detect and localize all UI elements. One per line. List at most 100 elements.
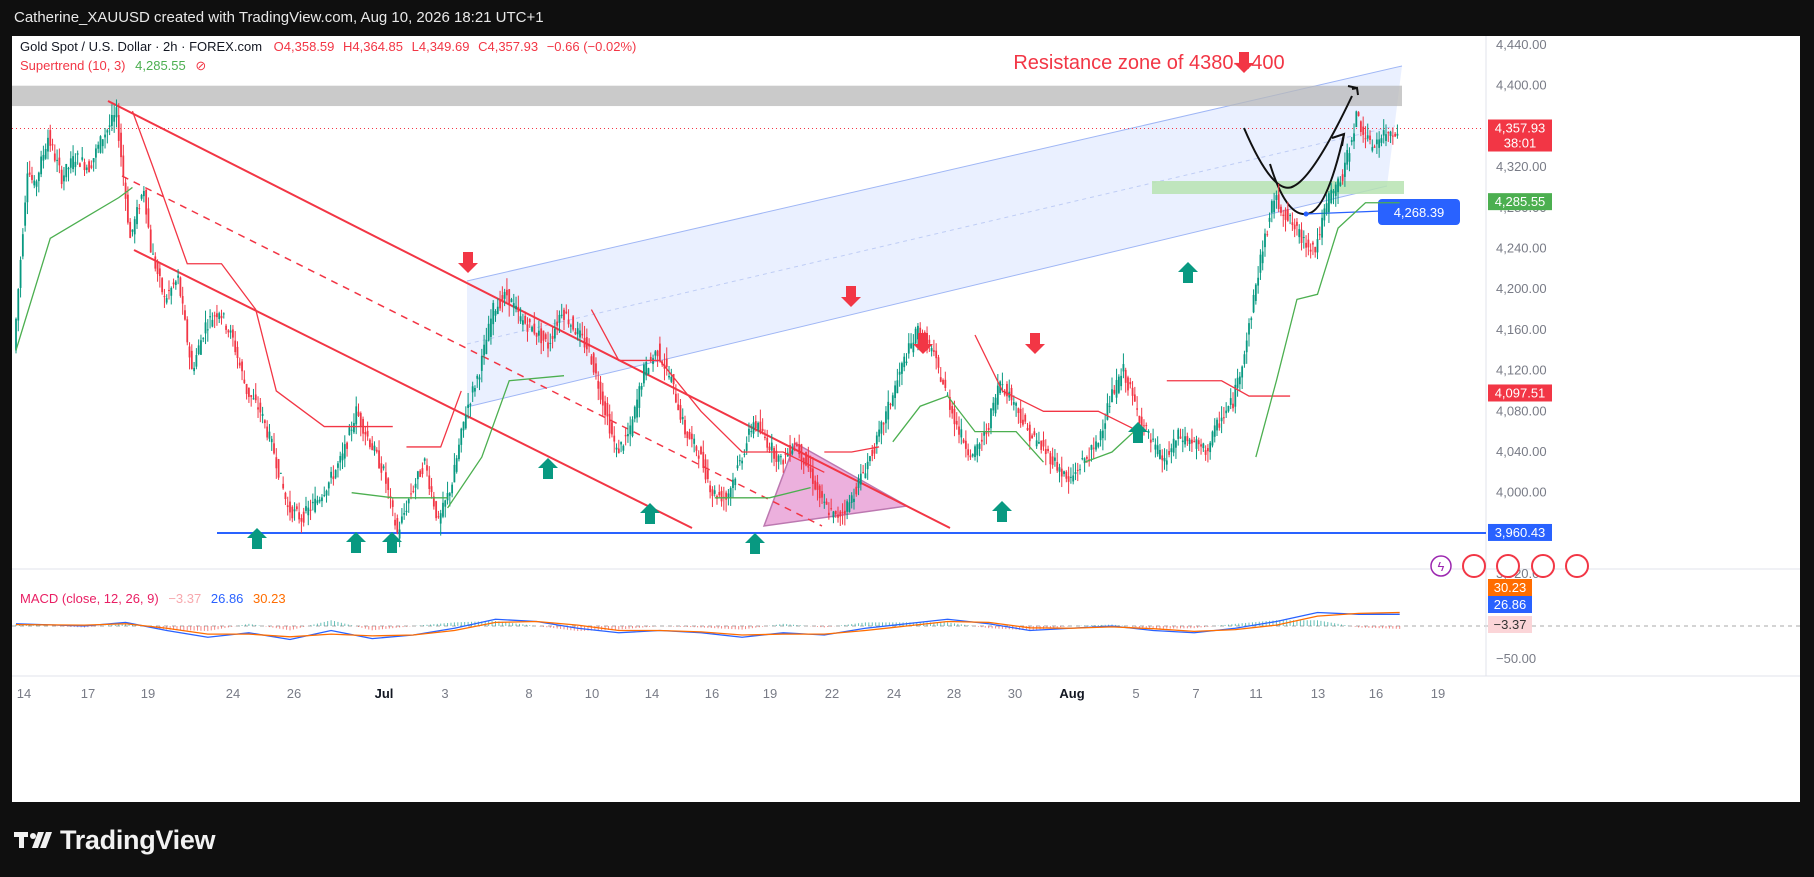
- candle-body: [1229, 398, 1232, 405]
- candle-body: [200, 340, 202, 355]
- candle-body: [659, 343, 661, 361]
- candle-body: [1145, 425, 1148, 427]
- candle-body: [1133, 394, 1136, 402]
- candle-body: [951, 406, 954, 414]
- candle-body: [741, 460, 743, 464]
- candle-body: [732, 479, 734, 488]
- candle-body: [442, 502, 444, 517]
- candle-body: [718, 492, 721, 496]
- candle-body: [1222, 417, 1225, 419]
- candle-body: [72, 156, 74, 170]
- candle-body: [1248, 323, 1250, 335]
- time-tick: 19: [1431, 686, 1445, 701]
- candle-body: [560, 314, 563, 316]
- candle-body: [416, 471, 419, 480]
- candle-body: [163, 296, 166, 298]
- candle-body: [204, 322, 207, 334]
- candle-body: [958, 426, 960, 435]
- price-label: 4,285.55: [1495, 194, 1546, 209]
- candle-body: [766, 437, 769, 448]
- candle-body: [638, 386, 641, 408]
- candle-body: [129, 221, 132, 238]
- candle-body: [412, 490, 415, 492]
- candle-body: [853, 498, 855, 503]
- candle-body: [556, 321, 559, 326]
- candle-body: [697, 455, 700, 459]
- candle-body: [770, 442, 773, 451]
- candle-body: [759, 421, 762, 433]
- candle-body: [1095, 441, 1097, 450]
- economic-events[interactable]: ϟ: [1430, 554, 1589, 578]
- candle-body: [458, 444, 460, 460]
- candle-body: [131, 229, 134, 232]
- candle-body: [1300, 229, 1303, 243]
- price-tick: 4,160.00: [1496, 322, 1547, 337]
- candle-body: [1074, 472, 1077, 475]
- candle-body: [1136, 408, 1139, 410]
- supertrend-line: [1255, 202, 1400, 458]
- price-label-box: [1488, 119, 1552, 152]
- candle-body: [1207, 448, 1209, 452]
- candle-body: [426, 465, 428, 471]
- chart-frame[interactable]: 4,268.39 4,440.004,400.004,360.004,320.0…: [12, 36, 1800, 802]
- candle-body: [202, 338, 205, 340]
- candle-body: [962, 439, 965, 443]
- candle-body: [537, 330, 540, 336]
- candle-body: [334, 470, 337, 478]
- candle-body: [579, 330, 581, 338]
- candle-body: [382, 466, 385, 469]
- downtrend-lower-line: [133, 249, 693, 529]
- candle-body: [120, 132, 122, 158]
- candle-body: [1168, 451, 1170, 455]
- candle-body: [891, 395, 894, 406]
- candle-body: [1264, 233, 1266, 248]
- candle-body: [668, 375, 670, 378]
- candle-body: [887, 401, 890, 420]
- candle-body: [592, 353, 595, 373]
- candle-body: [161, 278, 164, 293]
- forecast-arrowhead-a: [1347, 85, 1359, 96]
- candle-body: [375, 449, 378, 452]
- candle-body: [1033, 431, 1036, 436]
- arrows-layer: [247, 52, 1254, 554]
- candle-body: [1197, 440, 1200, 445]
- candle-body: [711, 489, 714, 496]
- candle-body: [1099, 431, 1102, 441]
- candle-body: [524, 315, 527, 324]
- candle-body: [859, 473, 862, 485]
- price-tick: 4,440.00: [1496, 37, 1547, 52]
- ascending-channel: [467, 66, 1402, 407]
- candle-body: [1339, 182, 1342, 186]
- candle-body: [674, 393, 677, 403]
- candle-body: [211, 319, 214, 327]
- candle-body: [601, 391, 604, 406]
- candle-body: [567, 319, 570, 325]
- candle-body: [1038, 441, 1040, 444]
- candle-body: [193, 367, 195, 372]
- candle-body: [572, 316, 575, 330]
- candle-body: [841, 512, 844, 514]
- candle-body: [1054, 457, 1056, 461]
- candle-body: [647, 368, 650, 375]
- candle-body: [875, 435, 878, 445]
- chart-canvas[interactable]: 4,268.39 4,440.004,400.004,360.004,320.0…: [12, 36, 1800, 802]
- resistance-annotation[interactable]: Resistance zone of 4380-4400: [1013, 52, 1284, 74]
- candle-body: [690, 433, 693, 440]
- candle-body: [768, 446, 771, 451]
- candle-body: [889, 403, 892, 405]
- candle-body: [300, 518, 303, 522]
- time-tick: Aug: [1059, 686, 1084, 701]
- price-tick: 4,040.00: [1496, 444, 1547, 459]
- time-tick: 7: [1192, 686, 1199, 701]
- candle-body: [277, 459, 280, 478]
- up-arrow-icon: [382, 532, 402, 553]
- candle-body: [1156, 445, 1159, 455]
- channel-bottom-line: [466, 185, 1388, 408]
- candle-body: [930, 348, 933, 352]
- candle-body: [126, 194, 129, 223]
- candle-body: [1209, 442, 1212, 453]
- candle-body: [42, 154, 45, 161]
- candle-body: [754, 421, 757, 429]
- supertrend-value: 4,285.55: [135, 58, 186, 73]
- candle-body: [917, 325, 919, 340]
